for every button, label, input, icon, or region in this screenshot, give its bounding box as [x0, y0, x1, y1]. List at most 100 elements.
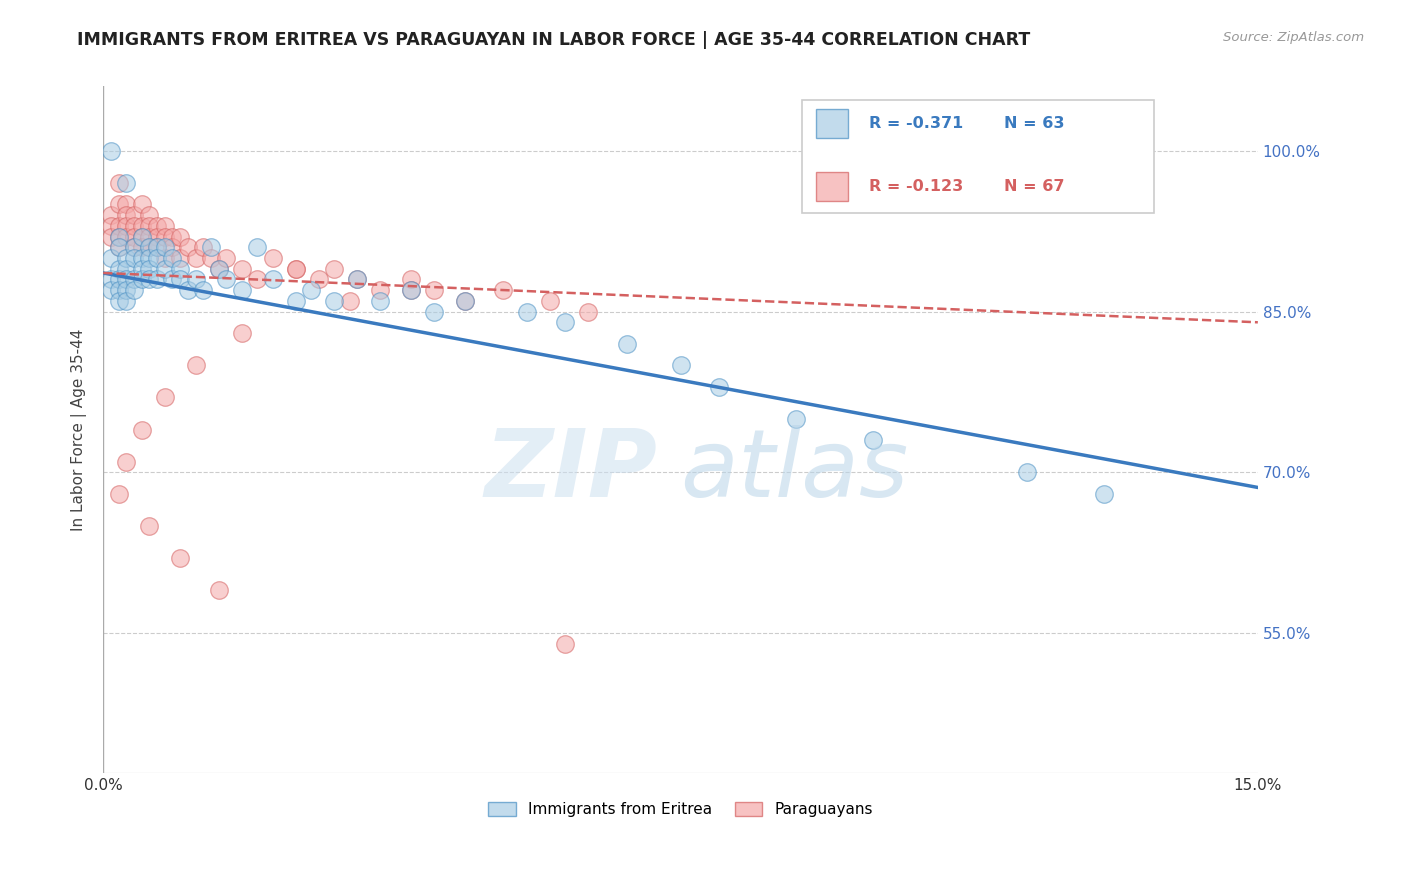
Point [115, 208, 138, 222]
Point [115, 455, 138, 469]
Point [399, 283, 422, 297]
Point [492, 283, 515, 297]
Point [122, 251, 145, 265]
Point [215, 251, 238, 265]
Point [184, 358, 207, 372]
Point [231, 261, 253, 276]
Point [122, 240, 145, 254]
Point [107, 272, 129, 286]
Point [122, 229, 145, 244]
Point [100, 208, 122, 222]
Point [146, 240, 169, 254]
Point [115, 219, 138, 233]
Point [554, 315, 576, 329]
Point [131, 261, 153, 276]
Point [284, 261, 307, 276]
Point [323, 293, 346, 308]
Point [177, 240, 200, 254]
Point [138, 208, 160, 222]
Point [299, 283, 322, 297]
Point [138, 219, 160, 233]
Point [177, 283, 200, 297]
Point [115, 272, 138, 286]
Point [1015, 466, 1038, 480]
Point [146, 251, 169, 265]
Point [184, 272, 207, 286]
Point [107, 229, 129, 244]
Point [368, 293, 391, 308]
Point [616, 336, 638, 351]
Point [122, 272, 145, 286]
Point [308, 272, 330, 286]
Bar [815, 109, 848, 138]
Point [193, 283, 215, 297]
Point [100, 229, 122, 244]
Point [162, 240, 184, 254]
Legend: Immigrants from Eritrea, Paraguayans: Immigrants from Eritrea, Paraguayans [482, 797, 879, 823]
Point [454, 293, 477, 308]
Point [215, 272, 238, 286]
Point [153, 240, 176, 254]
Point [131, 219, 153, 233]
Point [115, 251, 138, 265]
Point [169, 229, 191, 244]
Point [146, 272, 169, 286]
FancyBboxPatch shape [801, 100, 1154, 213]
Point [368, 283, 391, 297]
Point [516, 304, 538, 318]
Point [538, 293, 561, 308]
Point [122, 283, 145, 297]
Point [122, 208, 145, 222]
Text: ZIP: ZIP [485, 425, 658, 516]
Point [115, 261, 138, 276]
Point [131, 240, 153, 254]
Point [100, 272, 122, 286]
Point [323, 261, 346, 276]
Point [669, 358, 692, 372]
Point [153, 261, 176, 276]
Point [262, 251, 284, 265]
Point [231, 326, 253, 340]
Point [107, 261, 129, 276]
Point [131, 272, 153, 286]
Point [131, 229, 153, 244]
Point [107, 197, 129, 211]
Point [399, 283, 422, 297]
Point [707, 379, 730, 393]
Point [107, 283, 129, 297]
Point [169, 551, 191, 566]
Bar [815, 172, 848, 201]
Point [122, 240, 145, 254]
Point [346, 272, 368, 286]
Point [153, 390, 176, 404]
Point [423, 304, 446, 318]
Point [115, 293, 138, 308]
Point [785, 412, 807, 426]
Point [138, 240, 160, 254]
Point [454, 293, 477, 308]
Point [169, 272, 191, 286]
Point [162, 272, 184, 286]
Y-axis label: In Labor Force | Age 35-44: In Labor Force | Age 35-44 [72, 328, 87, 531]
Text: IMMIGRANTS FROM ERITREA VS PARAGUAYAN IN LABOR FORCE | AGE 35-44 CORRELATION CHA: IMMIGRANTS FROM ERITREA VS PARAGUAYAN IN… [77, 31, 1031, 49]
Point [246, 272, 269, 286]
Point [153, 219, 176, 233]
Point [200, 251, 222, 265]
Point [138, 272, 160, 286]
Point [169, 261, 191, 276]
Point [1092, 487, 1115, 501]
Point [107, 219, 129, 233]
Point [231, 283, 253, 297]
Point [162, 251, 184, 265]
Point [138, 519, 160, 533]
Text: R = -0.123: R = -0.123 [869, 179, 963, 194]
Point [138, 261, 160, 276]
Text: atlas: atlas [681, 425, 908, 516]
Point [284, 261, 307, 276]
Point [262, 272, 284, 286]
Point [423, 283, 446, 297]
Point [146, 219, 169, 233]
Point [115, 197, 138, 211]
Text: N = 63: N = 63 [1004, 116, 1064, 131]
Point [107, 176, 129, 190]
